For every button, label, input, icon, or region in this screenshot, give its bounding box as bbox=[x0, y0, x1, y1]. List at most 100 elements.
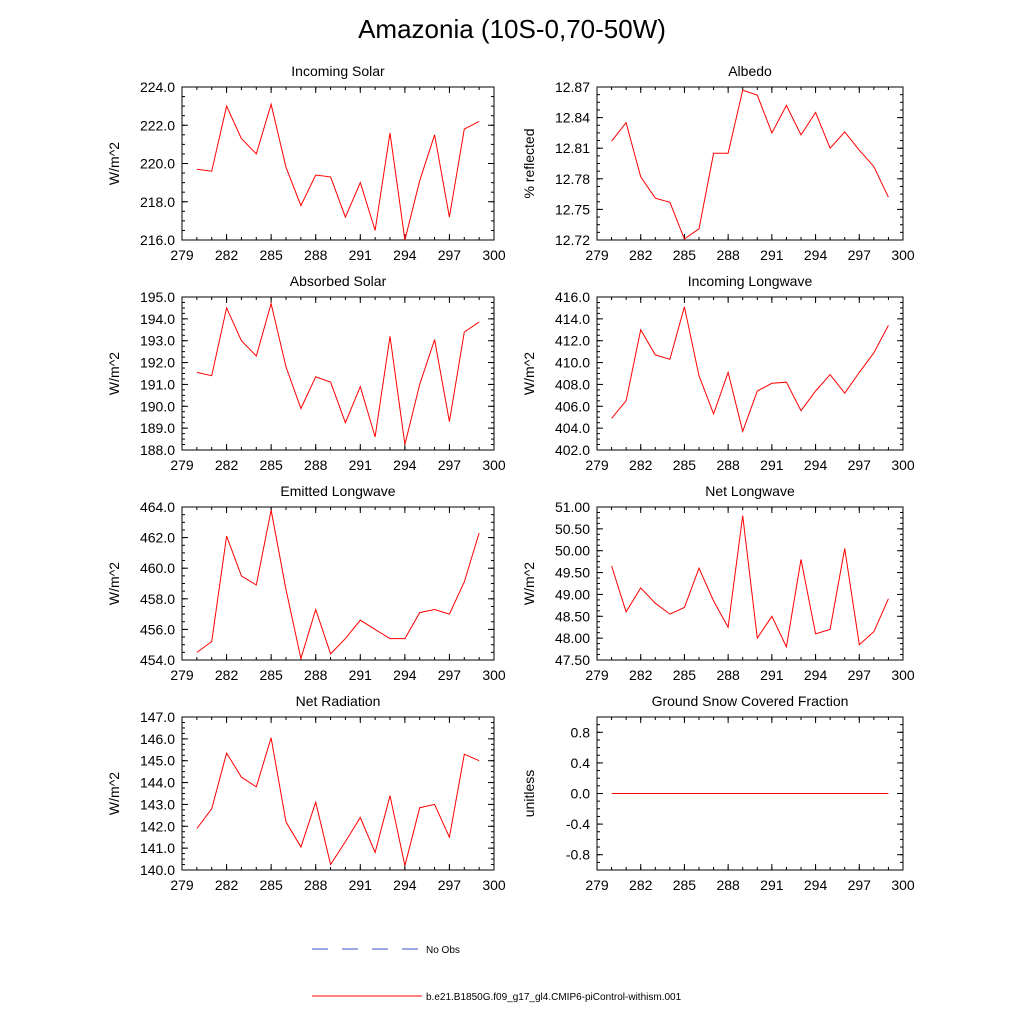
x-tick-label: 297 bbox=[438, 667, 462, 683]
panel-title: Net Longwave bbox=[705, 483, 795, 499]
x-tick-label: 282 bbox=[215, 247, 239, 263]
y-tick-label: 48.50 bbox=[555, 608, 590, 624]
series-line bbox=[611, 515, 889, 649]
chart-panel-3: Absorbed Solar W/m^2 279 282 285 288 291 294 297… bbox=[106, 273, 506, 473]
y-tick-label: 192.0 bbox=[140, 355, 175, 371]
y-tick-label: 456.0 bbox=[140, 621, 175, 637]
x-tick-label: 279 bbox=[170, 457, 194, 473]
x-tick-label: 294 bbox=[393, 247, 417, 263]
x-tick-label: 288 bbox=[716, 667, 740, 683]
x-tick-label: 282 bbox=[629, 877, 653, 893]
x-tick-label: 288 bbox=[304, 247, 328, 263]
y-tick-label: 50.00 bbox=[555, 543, 590, 559]
x-tick-label: 285 bbox=[259, 457, 283, 473]
y-tick-label: 49.00 bbox=[555, 586, 590, 602]
y-tick-label: 218.0 bbox=[140, 194, 175, 210]
x-tick-label: 291 bbox=[349, 457, 373, 473]
x-tick-label: 294 bbox=[393, 667, 417, 683]
x-tick-label: 294 bbox=[804, 247, 828, 263]
x-tick-label: 285 bbox=[673, 247, 697, 263]
x-tick-label: 297 bbox=[848, 247, 872, 263]
y-tick-label: 12.84 bbox=[555, 110, 590, 126]
x-tick-label: 291 bbox=[349, 877, 373, 893]
y-tick-label: 222.0 bbox=[140, 117, 175, 133]
y-tick-label: 220.0 bbox=[140, 156, 175, 172]
y-tick-label: 12.81 bbox=[555, 140, 590, 156]
chart-panel-6: Net Longwave W/m^2 279 282 285 288 291 294 297 30… bbox=[521, 483, 915, 683]
panel-title: Emitted Longwave bbox=[280, 483, 395, 499]
x-tick-label: 279 bbox=[170, 667, 194, 683]
y-tick-label: 140.0 bbox=[140, 862, 175, 878]
x-tick-label: 294 bbox=[393, 877, 417, 893]
x-tick-label: 291 bbox=[760, 667, 784, 683]
x-tick-label: 297 bbox=[438, 457, 462, 473]
y-tick-label: 408.0 bbox=[555, 376, 590, 392]
x-tick-label: 291 bbox=[349, 247, 373, 263]
y-axis-label: W/m^2 bbox=[521, 352, 537, 395]
y-tick-label: -0.8 bbox=[566, 847, 590, 863]
series-line bbox=[196, 301, 480, 445]
x-tick-label: 288 bbox=[304, 667, 328, 683]
plot-frame bbox=[596, 86, 904, 241]
chart-panel-8: Ground Snow Covered Fraction unitless 279 2… bbox=[521, 693, 915, 893]
chart-panel-7: Net Radiation W/m^2 279 282 285 288 291 294 297 3… bbox=[106, 693, 506, 893]
x-tick-label: 291 bbox=[349, 667, 373, 683]
plot-frame bbox=[596, 506, 904, 661]
y-tick-label: 189.0 bbox=[140, 420, 175, 436]
y-axis-label: W/m^2 bbox=[106, 772, 122, 815]
y-tick-label: -0.4 bbox=[566, 816, 590, 832]
y-axis-label: unitless bbox=[521, 770, 537, 817]
panels-group: Incoming Solar W/m^2 279 282 285 288 291 294 297… bbox=[106, 63, 915, 893]
panel-title: Albedo bbox=[728, 63, 772, 79]
x-tick-label: 297 bbox=[848, 877, 872, 893]
x-tick-label: 288 bbox=[304, 457, 328, 473]
chart-panel-5: Emitted Longwave W/m^2 279 282 285 288 291 294 2… bbox=[106, 483, 506, 683]
y-tick-label: 142.0 bbox=[140, 818, 175, 834]
panel-title: Incoming Longwave bbox=[688, 273, 813, 289]
x-tick-label: 300 bbox=[482, 667, 506, 683]
x-tick-label: 285 bbox=[673, 457, 697, 473]
plot-frame bbox=[181, 506, 495, 661]
y-tick-label: 146.0 bbox=[140, 731, 175, 747]
y-tick-label: 224.0 bbox=[140, 79, 175, 95]
x-tick-label: 285 bbox=[673, 667, 697, 683]
y-tick-label: 48.00 bbox=[555, 630, 590, 646]
x-tick-label: 291 bbox=[760, 877, 784, 893]
x-tick-label: 285 bbox=[259, 247, 283, 263]
series-line bbox=[196, 102, 480, 241]
x-tick-label: 279 bbox=[170, 247, 194, 263]
x-tick-label: 294 bbox=[804, 667, 828, 683]
chart-panel-4: Incoming Longwave W/m^2 279 282 285 288 291 294… bbox=[521, 273, 915, 473]
y-tick-label: 51.00 bbox=[555, 499, 590, 515]
y-tick-label: 458.0 bbox=[140, 591, 175, 607]
x-tick-label: 300 bbox=[482, 877, 506, 893]
x-tick-label: 294 bbox=[804, 877, 828, 893]
x-tick-label: 300 bbox=[482, 457, 506, 473]
y-tick-label: 0.4 bbox=[571, 755, 591, 771]
x-tick-label: 282 bbox=[215, 667, 239, 683]
y-tick-label: 416.0 bbox=[555, 289, 590, 305]
plot-frame bbox=[596, 296, 904, 451]
panel-title: Absorbed Solar bbox=[290, 273, 387, 289]
x-tick-label: 300 bbox=[891, 457, 915, 473]
x-tick-label: 288 bbox=[304, 877, 328, 893]
series-line bbox=[611, 306, 889, 434]
x-tick-label: 279 bbox=[170, 877, 194, 893]
legend: No Obs b.e21.B1850G.f09_g17_gl4.CMIP6-pi… bbox=[312, 945, 682, 1003]
plot-frame bbox=[181, 716, 495, 871]
x-tick-label: 300 bbox=[891, 247, 915, 263]
x-tick-label: 297 bbox=[848, 457, 872, 473]
chart-panel-2: Albedo % reflected 279 282 285 288 291 294 297 30… bbox=[521, 63, 915, 263]
x-tick-label: 285 bbox=[259, 877, 283, 893]
x-tick-label: 285 bbox=[673, 877, 697, 893]
x-tick-label: 288 bbox=[716, 877, 740, 893]
y-tick-label: 464.0 bbox=[140, 499, 175, 515]
y-axis-label: W/m^2 bbox=[106, 562, 122, 605]
y-tick-label: 12.75 bbox=[555, 201, 590, 217]
x-tick-label: 288 bbox=[716, 247, 740, 263]
series-line bbox=[196, 510, 480, 661]
y-tick-label: 12.72 bbox=[555, 232, 590, 248]
y-tick-label: 0.0 bbox=[571, 786, 591, 802]
legend-obs-label: No Obs bbox=[426, 945, 460, 956]
